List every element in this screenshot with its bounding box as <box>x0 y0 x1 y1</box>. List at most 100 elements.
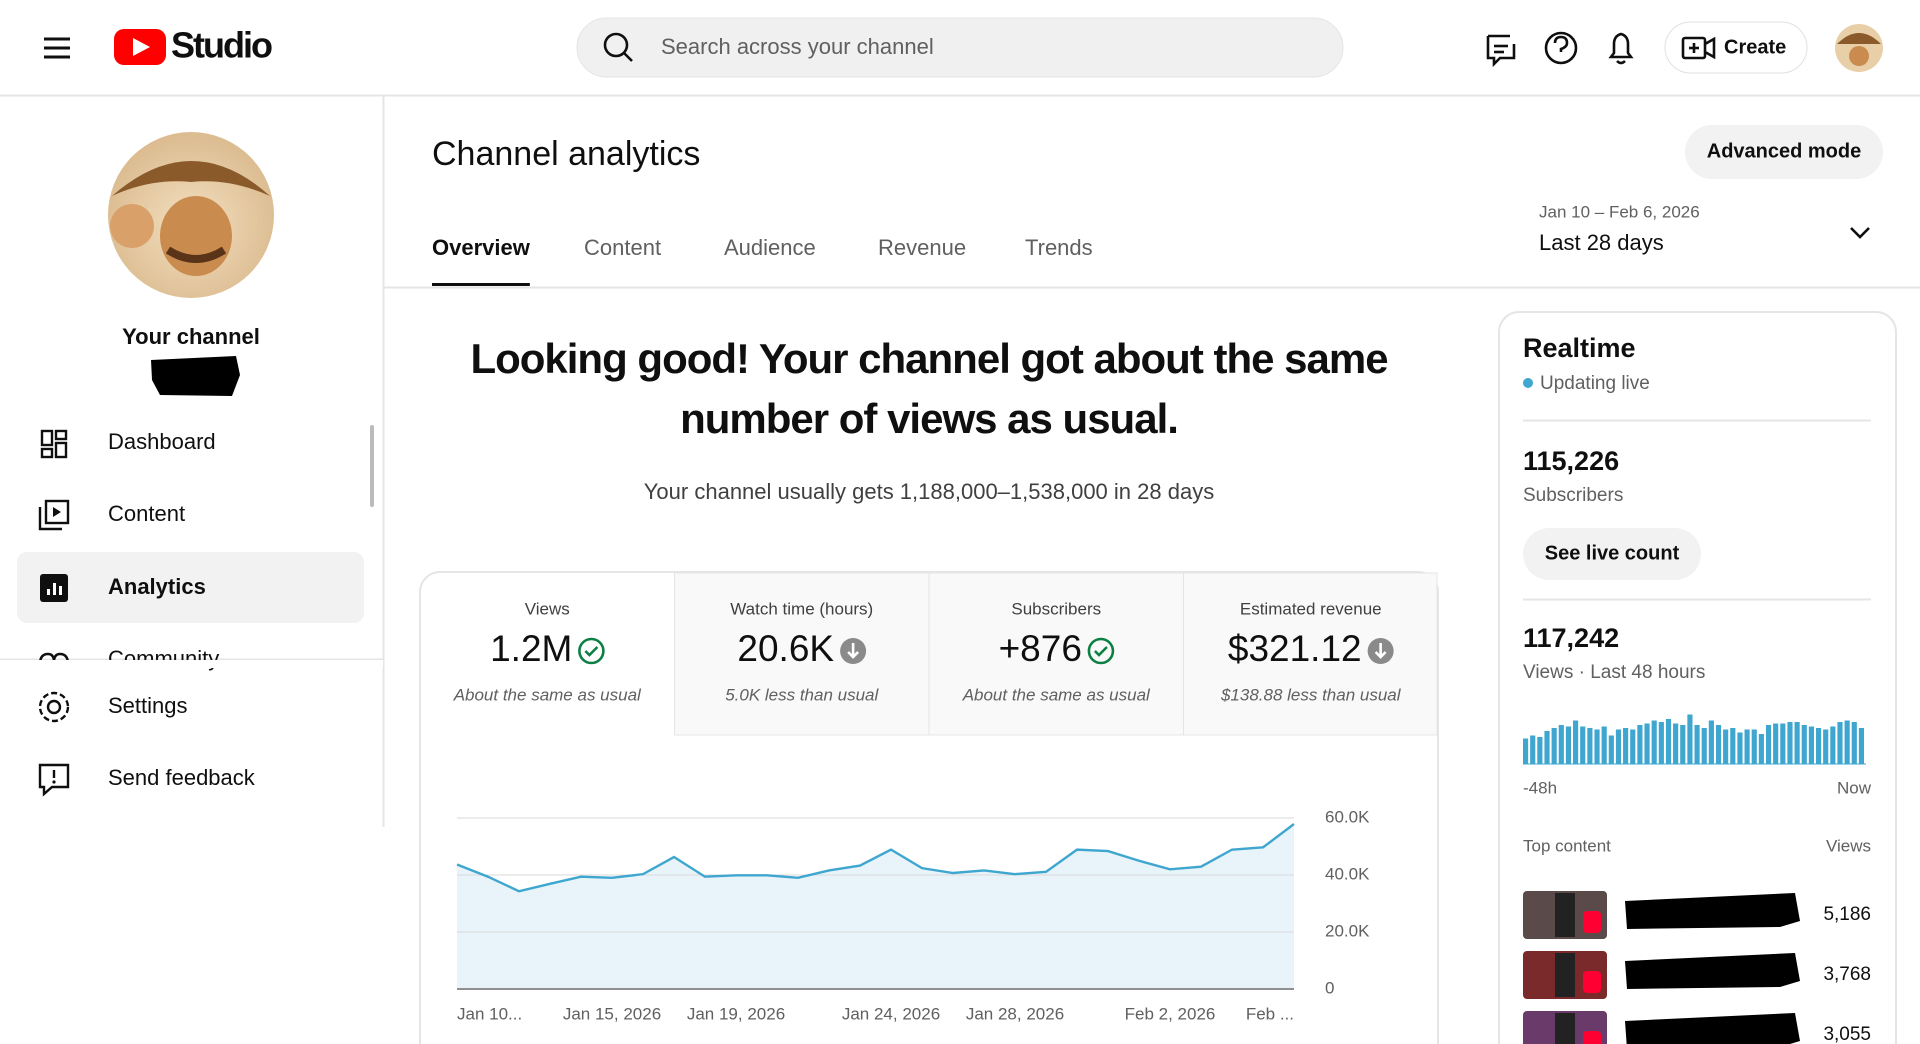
metric-tab[interactable]: Views 1.2M About the same as usual <box>453 599 642 704</box>
realtime-bar <box>1551 728 1557 764</box>
tabs: Overview Content Audience Revenue Trends <box>432 235 1093 286</box>
metric-bg <box>1183 572 1438 736</box>
metric-tab[interactable]: Subscribers +876 About the same as usual <box>928 572 1184 736</box>
date-range: Jan 10 – Feb 6, 2026 <box>1539 202 1700 221</box>
tab[interactable]: Audience <box>724 235 816 260</box>
status-icon <box>1094 646 1108 657</box>
top-content-views: 3,055 <box>1823 1024 1871 1044</box>
redaction <box>1625 953 1800 989</box>
realtime-bar <box>1580 726 1586 764</box>
metric-tab[interactable]: Estimated revenue $321.12 $138.88 less tha… <box>1183 572 1438 736</box>
realtime-bar <box>1708 720 1714 764</box>
metric-label: Estimated revenue <box>1240 599 1382 618</box>
realtime-bar <box>1801 725 1807 764</box>
nav-item[interactable]: Send feedback <box>38 763 256 797</box>
nav-item[interactable]: Settings <box>38 691 188 723</box>
logo-text: Studio <box>171 25 272 66</box>
menu-button[interactable] <box>44 37 70 59</box>
header-icons[interactable] <box>1486 31 1634 68</box>
metric-tabs: Views 1.2M About the same as usual Watch ti… <box>453 572 1438 736</box>
top-content-title: Top content <box>1523 836 1611 855</box>
top-content-views: 5,186 <box>1823 904 1871 925</box>
nav-item[interactable]: Dashboard <box>40 429 216 459</box>
metric-bg <box>674 572 930 736</box>
metric-tab[interactable]: Watch time (hours) 20.6K 5.0K less than us… <box>674 572 930 736</box>
line <box>456 823 1295 893</box>
tab[interactable]: Revenue <box>878 235 966 260</box>
metric-value: 1.2M <box>490 628 572 669</box>
realtime-bar <box>1673 723 1679 764</box>
realtime-bar <box>1544 731 1550 764</box>
metric-note: $138.88 less than usual <box>1220 685 1402 704</box>
channel-avatar[interactable] <box>108 132 274 298</box>
realtime-bar <box>1630 729 1636 764</box>
top-content-row[interactable]: 3,055 <box>1523 1011 1871 1044</box>
tab[interactable]: Trends <box>1025 235 1093 260</box>
tab[interactable]: Overview <box>432 235 531 260</box>
realtime-bar <box>1751 729 1757 764</box>
top-content-row[interactable]: 3,768 <box>1523 951 1871 999</box>
metric-value: $321.12 <box>1228 628 1362 669</box>
nav-item[interactable]: Analytics <box>40 574 206 602</box>
realtime-bar <box>1594 729 1600 764</box>
x-tick-label: Jan 28, 2026 <box>966 1004 1064 1023</box>
realtime-bar <box>1844 720 1850 764</box>
nav-icon <box>38 507 62 531</box>
redaction <box>1625 1013 1800 1044</box>
nav-label: Content <box>108 501 185 526</box>
nav-icon <box>54 441 68 459</box>
notifications-icon[interactable] <box>1608 32 1634 65</box>
period: Last 28 days <box>1539 230 1664 255</box>
realtime-bar <box>1558 725 1564 764</box>
nav-label: Dashboard <box>108 429 216 454</box>
chart-start-label: -48h <box>1523 778 1557 797</box>
realtime-bar <box>1665 719 1672 764</box>
advanced-mode-label: Advanced mode <box>1707 140 1861 162</box>
metric-note: About the same as usual <box>962 685 1151 704</box>
realtime-bar <box>1715 725 1722 764</box>
chart-end-label: Now <box>1837 778 1872 797</box>
realtime-bar <box>1587 728 1593 764</box>
realtime-chart <box>1523 714 1866 765</box>
status-icon <box>578 637 605 665</box>
realtime-bar <box>1680 725 1686 764</box>
views-chart: 0 20.0K 40.0K 60.0K Jan 10... Jan 15, 2026 Jan… <box>456 807 1370 1023</box>
status-icon <box>1374 643 1387 659</box>
x-tick-label: Jan 15, 2026 <box>563 1004 661 1023</box>
create-button[interactable] <box>1664 21 1808 74</box>
logo[interactable]: Studio <box>114 25 274 66</box>
period-dropdown[interactable] <box>1850 227 1870 239</box>
page-title: Channel analytics <box>432 135 700 173</box>
realtime-bar <box>1565 726 1572 764</box>
x-tick-label: Feb ... <box>1246 1004 1294 1023</box>
search-icon <box>623 52 633 62</box>
nav-icon <box>59 586 62 595</box>
realtime-bar <box>1851 722 1857 764</box>
realtime-bar <box>1615 729 1622 764</box>
nav-clip <box>0 660 383 668</box>
realtime-bar <box>1687 714 1693 764</box>
create-icon <box>1681 36 1716 60</box>
top-content-row[interactable]: 5,186 <box>1523 891 1871 939</box>
nav-item[interactable]: Content <box>38 499 185 531</box>
feedback-icon[interactable] <box>1486 34 1516 68</box>
subscriber-count: 115,226 <box>1523 446 1619 476</box>
realtime-bar <box>1694 725 1700 764</box>
realtime-card <box>1498 311 1897 1044</box>
nav-icon <box>53 507 61 517</box>
top-content-views-label: Views <box>1826 836 1871 855</box>
help-icon[interactable] <box>1544 31 1578 65</box>
summary: Your channel usually gets 1,188,000–1,53… <box>644 479 1214 504</box>
tab[interactable]: Content <box>584 235 661 260</box>
top-content-views: 3,768 <box>1823 964 1871 985</box>
y-tick-label: 0 <box>1325 978 1334 997</box>
live-count-button[interactable] <box>1523 528 1701 580</box>
account-avatar[interactable] <box>1835 24 1883 72</box>
status-icon <box>584 646 599 657</box>
search-box[interactable] <box>576 17 1344 78</box>
advanced-mode-button[interactable] <box>1685 125 1883 179</box>
views-label: Views · Last 48 hours <box>1523 662 1705 683</box>
views-count: 117,242 <box>1523 623 1619 653</box>
realtime-bar <box>1808 726 1814 764</box>
